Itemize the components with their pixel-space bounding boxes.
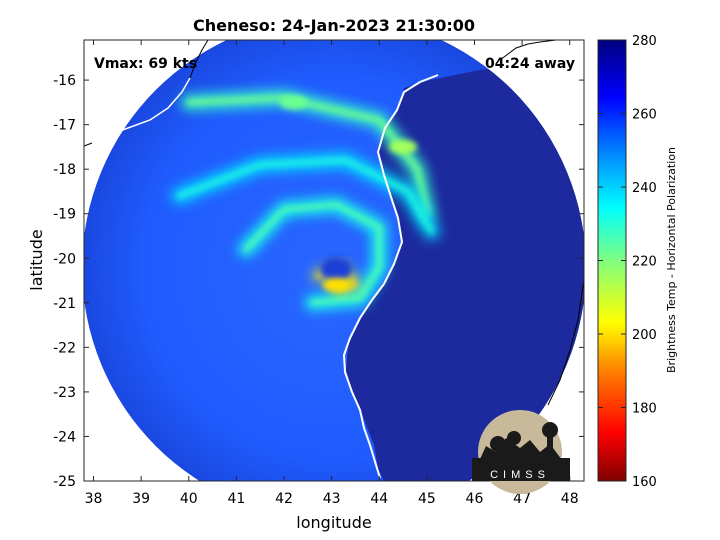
y-tick-label: -22 bbox=[53, 340, 76, 356]
y-tick-label: -23 bbox=[53, 385, 76, 401]
cimss-logo: CIMSS bbox=[472, 410, 570, 494]
hotspot bbox=[322, 278, 351, 292]
coastline-outside bbox=[189, 40, 209, 79]
colorbar-label: Brightness Temp - Horizontal Polarizatio… bbox=[665, 147, 678, 373]
x-ticks: 38 39 40 41 42 43 44 45 46 47 48 bbox=[85, 40, 579, 507]
rainbands bbox=[171, 89, 440, 311]
x-tick-label: 39 bbox=[132, 491, 150, 507]
y-tick-label: -18 bbox=[53, 162, 76, 178]
y-tick-label: -20 bbox=[53, 251, 76, 267]
time-away-label: 04:24 away bbox=[485, 56, 575, 72]
y-axis-label: latitude bbox=[27, 229, 46, 290]
x-tick-label: 48 bbox=[561, 491, 579, 507]
coastline-outside-se bbox=[547, 279, 584, 406]
colorbar-tick-label: 260 bbox=[632, 108, 657, 123]
y-tick-label: -21 bbox=[53, 296, 76, 312]
hotspots bbox=[279, 95, 418, 292]
x-tick-label: 43 bbox=[323, 491, 341, 507]
y-tick-label: -16 bbox=[53, 73, 76, 89]
x-tick-label: 47 bbox=[513, 491, 531, 507]
hotspot bbox=[279, 95, 308, 110]
hotspot bbox=[389, 139, 418, 154]
vmax-label: Vmax: 69 kts bbox=[94, 56, 197, 72]
cimss-logo-text: CIMSS bbox=[490, 469, 550, 481]
y-ticks: -16 -17 -18 -19 -20 -21 -22 -23 -24 -25 bbox=[53, 73, 584, 490]
colorbar-tick-label: 280 bbox=[632, 34, 657, 49]
colorbar-tick-label: 240 bbox=[632, 181, 657, 196]
y-tick-label: -25 bbox=[53, 474, 76, 490]
y-tick-label: -19 bbox=[53, 207, 76, 223]
x-tick-label: 41 bbox=[227, 491, 245, 507]
x-axis-label: longitude bbox=[296, 513, 371, 532]
x-tick-label: 45 bbox=[418, 491, 436, 507]
colorbar-tick-label: 160 bbox=[632, 475, 657, 490]
axes-frame bbox=[83, 39, 585, 482]
y-tick-label: -24 bbox=[53, 429, 76, 445]
coastline-outside-ne bbox=[499, 40, 557, 61]
coastline-mozambique bbox=[84, 77, 191, 147]
rainband-core-inner bbox=[243, 202, 382, 306]
y-tick-label: -17 bbox=[53, 118, 76, 134]
colorbar-ticks: 280 260 240 220 200 180 160 bbox=[598, 34, 657, 490]
plot-area bbox=[84, 40, 584, 481]
rainband-core-outer bbox=[186, 95, 430, 217]
x-tick-label: 46 bbox=[466, 491, 484, 507]
x-tick-label: 38 bbox=[85, 491, 103, 507]
coastline-mozambique-outside bbox=[84, 142, 93, 147]
colorbar-tick-label: 180 bbox=[632, 402, 657, 417]
figure-title: Cheneso: 24-Jan-2023 21:30:00 bbox=[193, 16, 475, 35]
colorbar-tick-label: 220 bbox=[632, 255, 657, 270]
colorbar-tick-label: 200 bbox=[632, 328, 657, 343]
rainband-core-middle bbox=[176, 157, 435, 234]
x-tick-label: 42 bbox=[275, 491, 293, 507]
coastline-madagascar bbox=[342, 74, 439, 479]
x-tick-label: 44 bbox=[370, 491, 388, 507]
x-tick-label: 40 bbox=[180, 491, 198, 507]
storm-eye bbox=[320, 257, 353, 281]
